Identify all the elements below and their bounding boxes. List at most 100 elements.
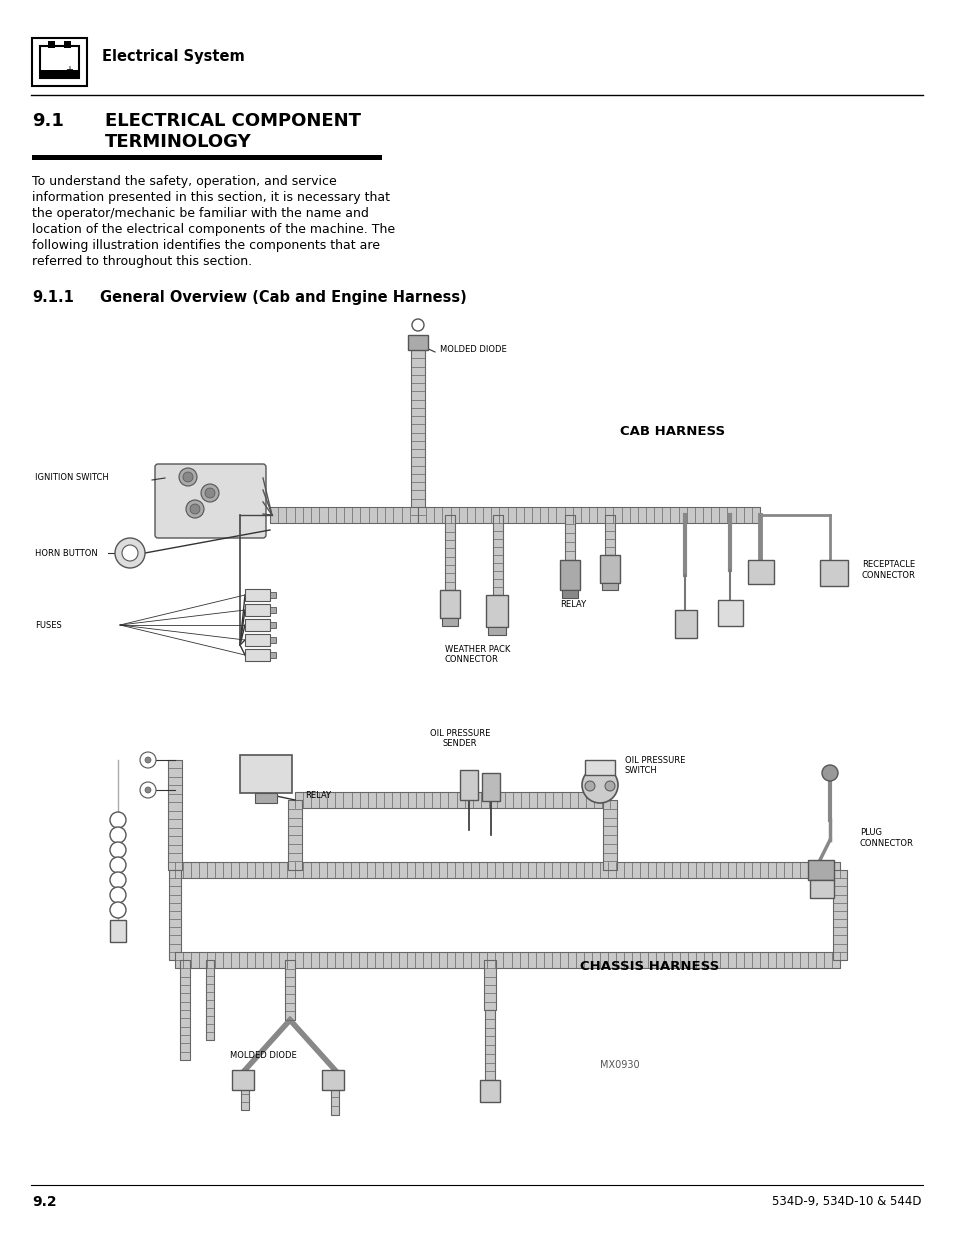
Bar	[747, 559, 773, 584]
FancyBboxPatch shape	[154, 464, 266, 538]
Text: CAB HARNESS: CAB HARNESS	[619, 425, 724, 438]
Bar	[488, 627, 505, 635]
Bar	[64, 41, 71, 48]
Bar	[322, 1070, 344, 1091]
Circle shape	[110, 872, 126, 888]
Bar	[439, 590, 459, 618]
Text: MX0930: MX0930	[599, 1060, 639, 1070]
Circle shape	[604, 781, 615, 790]
Text: HORN BUTTON: HORN BUTTON	[35, 548, 97, 557]
Bar	[245, 589, 270, 601]
Text: OIL PRESSURE
SENDER: OIL PRESSURE SENDER	[430, 729, 490, 748]
Bar	[270, 622, 275, 629]
Bar	[408, 335, 428, 350]
Text: IGNITION SWITCH: IGNITION SWITCH	[35, 473, 109, 483]
Bar	[820, 559, 847, 585]
Text: -: -	[48, 65, 51, 75]
Circle shape	[140, 752, 156, 768]
Bar	[270, 652, 275, 658]
Circle shape	[821, 764, 837, 781]
Circle shape	[584, 781, 595, 790]
Circle shape	[110, 902, 126, 918]
Text: Electrical System: Electrical System	[102, 49, 245, 64]
Circle shape	[412, 319, 423, 331]
Circle shape	[179, 468, 196, 487]
Bar	[41, 70, 78, 78]
Bar	[254, 793, 276, 803]
Bar	[561, 590, 578, 598]
Circle shape	[110, 842, 126, 858]
Bar	[245, 634, 270, 646]
Polygon shape	[411, 342, 424, 515]
Text: following illustration identifies the components that are: following illustration identifies the co…	[32, 240, 379, 252]
Polygon shape	[180, 960, 190, 1060]
Text: General Overview (Cab and Engine Harness): General Overview (Cab and Engine Harness…	[100, 290, 466, 305]
Polygon shape	[493, 515, 502, 595]
Text: +: +	[65, 65, 73, 75]
Circle shape	[145, 787, 151, 793]
Polygon shape	[288, 800, 302, 869]
Circle shape	[110, 811, 126, 827]
Polygon shape	[174, 862, 840, 878]
Polygon shape	[602, 800, 617, 869]
Bar	[601, 583, 618, 590]
Bar	[559, 559, 579, 590]
Circle shape	[110, 887, 126, 903]
Text: MOLDED DIODE: MOLDED DIODE	[230, 1051, 296, 1060]
Bar	[584, 760, 615, 776]
Bar	[245, 619, 270, 631]
Text: TERMINOLOGY: TERMINOLOGY	[105, 133, 252, 151]
Bar	[270, 606, 275, 613]
Text: To understand the safety, operation, and service: To understand the safety, operation, and…	[32, 175, 336, 188]
Bar	[32, 156, 381, 161]
Bar	[245, 650, 270, 661]
Bar	[245, 604, 270, 616]
Circle shape	[110, 857, 126, 873]
Text: referred to throughout this section.: referred to throughout this section.	[32, 254, 252, 268]
Polygon shape	[604, 515, 615, 555]
Text: 9.1.1: 9.1.1	[32, 290, 73, 305]
Bar	[675, 610, 697, 638]
Polygon shape	[564, 515, 575, 559]
Polygon shape	[168, 760, 182, 869]
Polygon shape	[294, 792, 609, 808]
Circle shape	[201, 484, 219, 501]
Circle shape	[140, 782, 156, 798]
Polygon shape	[832, 869, 846, 960]
Text: information presented in this section, it is necessary that: information presented in this section, i…	[32, 191, 390, 204]
Circle shape	[122, 545, 138, 561]
Text: location of the electrical components of the machine. The: location of the electrical components of…	[32, 224, 395, 236]
Bar	[807, 860, 833, 881]
Bar	[48, 41, 55, 48]
Text: MOLDED DIODE: MOLDED DIODE	[439, 346, 506, 354]
Text: CHASSIS HARNESS: CHASSIS HARNESS	[579, 960, 719, 973]
Circle shape	[581, 767, 618, 803]
Bar	[240, 755, 292, 793]
Bar	[232, 1070, 253, 1091]
Circle shape	[110, 827, 126, 844]
Text: ELECTRICAL COMPONENT: ELECTRICAL COMPONENT	[105, 112, 360, 130]
Bar	[479, 1079, 499, 1102]
Bar	[441, 618, 457, 626]
Bar	[599, 555, 619, 583]
Bar	[270, 637, 275, 643]
Polygon shape	[241, 1070, 249, 1110]
Bar	[459, 769, 477, 800]
Text: FUSES: FUSES	[35, 620, 62, 630]
Text: RELAY: RELAY	[305, 790, 331, 799]
Bar	[110, 920, 126, 942]
Bar	[485, 595, 507, 627]
Polygon shape	[417, 508, 760, 522]
Polygon shape	[484, 1010, 495, 1079]
Polygon shape	[206, 960, 213, 1040]
Polygon shape	[444, 515, 455, 590]
Circle shape	[183, 472, 193, 482]
Bar	[40, 46, 79, 78]
Polygon shape	[174, 952, 840, 968]
Text: 9.1: 9.1	[32, 112, 64, 130]
Circle shape	[115, 538, 145, 568]
Bar	[718, 600, 742, 626]
Text: WEATHER PACK
CONNECTOR: WEATHER PACK CONNECTOR	[444, 645, 510, 664]
Polygon shape	[331, 1070, 338, 1115]
Bar	[809, 881, 833, 898]
